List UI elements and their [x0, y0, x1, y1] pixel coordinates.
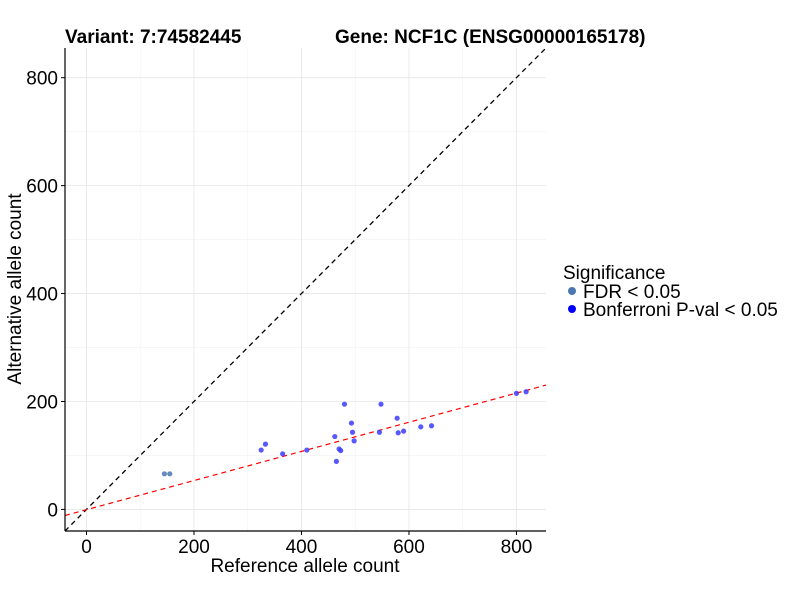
- data-point-bonferroni: [332, 433, 338, 440]
- data-points: [161, 389, 529, 477]
- legend-key-bonferroni: [568, 305, 576, 313]
- data-point-bonferroni: [400, 428, 407, 434]
- plot-area: [65, 48, 546, 531]
- data-point-bonferroni: [428, 423, 435, 429]
- data-point-bonferroni: [348, 420, 355, 426]
- x-tick-label: 600: [393, 537, 425, 558]
- data-point-bonferroni: [338, 447, 344, 454]
- data-point-bonferroni: [418, 424, 424, 430]
- data-point-fdr: [167, 471, 173, 477]
- data-point-fdr: [161, 471, 168, 477]
- y-axis-title: Alternative allele count: [5, 193, 26, 385]
- regression-fit-line: [65, 384, 546, 517]
- y-tick-label: 0: [47, 500, 58, 521]
- legend-label-fdr: FDR < 0.05: [583, 282, 681, 303]
- legend-label-bonferroni: Bonferroni P-val < 0.05: [583, 300, 778, 321]
- data-point-bonferroni: [258, 447, 264, 453]
- chart-title-variant: Variant: 7:74582445: [65, 27, 242, 48]
- data-point-bonferroni: [523, 389, 529, 395]
- chart-title-gene: Gene: NCF1C (ENSG00000165178): [335, 27, 645, 48]
- y-tick-label: 200: [26, 392, 58, 413]
- y-tick-label: 400: [26, 285, 58, 306]
- data-point-bonferroni: [333, 458, 340, 464]
- data-point-bonferroni: [280, 451, 286, 457]
- legend: Significance FDR < 0.05 Bonferroni P-val…: [563, 263, 778, 321]
- y-tick-label: 800: [26, 69, 58, 90]
- data-point-bonferroni: [395, 430, 401, 436]
- x-tick-label: 400: [286, 537, 318, 558]
- data-point-bonferroni: [349, 429, 356, 435]
- data-point-bonferroni: [262, 441, 269, 447]
- identity-line: [65, 48, 546, 531]
- data-point-bonferroni: [351, 438, 357, 444]
- x-tick-label: 800: [501, 537, 533, 558]
- legend-key-fdr: [568, 287, 576, 295]
- data-point-bonferroni: [378, 401, 384, 407]
- grid: [65, 48, 546, 531]
- legend-title: Significance: [563, 263, 665, 284]
- x-axis-ticks: 0 200 400 600 800: [81, 531, 532, 558]
- data-point-bonferroni: [304, 447, 310, 453]
- data-point-bonferroni: [341, 401, 348, 407]
- data-point-bonferroni: [376, 429, 382, 435]
- x-tick-label: 200: [178, 537, 210, 558]
- x-tick-label: 0: [81, 537, 92, 558]
- data-point-bonferroni: [394, 415, 400, 421]
- reference-lines: [65, 48, 546, 531]
- x-axis-title: Reference allele count: [210, 556, 400, 577]
- y-axis-ticks: 0 200 400 600 800: [26, 69, 65, 521]
- data-point-bonferroni: [513, 390, 520, 396]
- y-tick-label: 600: [26, 177, 58, 198]
